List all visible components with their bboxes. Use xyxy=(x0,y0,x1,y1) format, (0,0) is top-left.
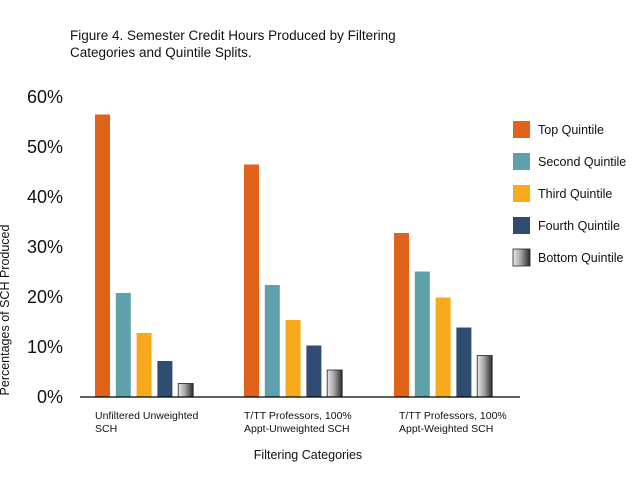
y-tick-label: 60% xyxy=(27,87,63,107)
bar xyxy=(285,320,301,397)
bar xyxy=(306,345,322,397)
x-axis-label: Filtering Categories xyxy=(254,448,362,462)
y-tick-label: 20% xyxy=(27,287,63,307)
legend-label: Bottom Quintile xyxy=(538,251,624,265)
bar xyxy=(414,271,430,397)
legend-label: Third Quintile xyxy=(538,187,612,201)
y-tick-label: 40% xyxy=(27,187,63,207)
legend-swatch xyxy=(512,248,531,267)
legend-label: Top Quintile xyxy=(538,123,604,137)
legend-swatch xyxy=(513,217,530,234)
bar xyxy=(456,327,472,397)
bar xyxy=(177,383,194,398)
bar xyxy=(264,285,280,397)
bar xyxy=(476,355,493,398)
chart-title-line-1: Figure 4. Semester Credit Hours Produced… xyxy=(70,28,396,43)
y-axis-ticks: 0% 10% 20% 30% 40% 50% 60% xyxy=(27,87,63,407)
bars xyxy=(95,114,493,398)
bar xyxy=(95,114,110,397)
bar xyxy=(157,361,173,397)
bar xyxy=(394,233,409,397)
x-category-label: Appt-Weighted SCH xyxy=(399,423,493,435)
bar xyxy=(435,297,451,397)
y-tick-label: 10% xyxy=(27,337,63,357)
bar xyxy=(136,333,152,397)
legend: Top Quintile Second Quintile Third Quintil… xyxy=(512,121,626,267)
y-tick-label: 0% xyxy=(37,387,63,407)
bar xyxy=(326,369,343,398)
bar xyxy=(115,293,131,397)
x-category-label: T/TT Professors, 100% xyxy=(244,410,352,422)
x-category-label: SCH xyxy=(95,423,117,435)
legend-label: Second Quintile xyxy=(538,155,626,169)
x-category-label: Unfiltered Unweighted xyxy=(95,410,198,422)
y-tick-label: 50% xyxy=(27,137,63,157)
x-category-label: Appt-Unweighted SCH xyxy=(244,423,350,435)
y-tick-label: 30% xyxy=(27,237,63,257)
bar xyxy=(244,164,259,397)
legend-swatch xyxy=(513,121,530,138)
legend-swatch xyxy=(513,153,530,170)
chart-title-line-2: Categories and Quintile Splits. xyxy=(70,45,252,60)
x-category-label: T/TT Professors, 100% xyxy=(399,410,507,422)
y-axis-label: Percentages of SCH Produced xyxy=(0,224,12,395)
legend-label: Fourth Quintile xyxy=(538,219,620,233)
legend-swatch xyxy=(513,185,530,202)
